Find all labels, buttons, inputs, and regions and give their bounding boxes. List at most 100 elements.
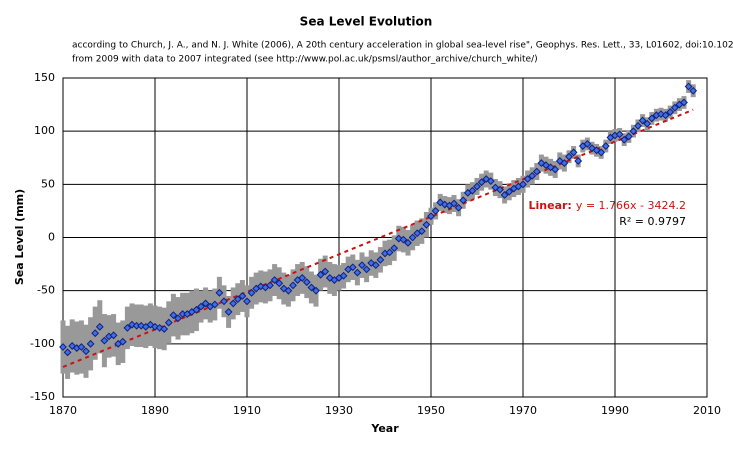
data-point — [574, 157, 583, 165]
x-tick-label: 1890 — [141, 404, 169, 417]
data-point — [689, 86, 698, 95]
x-tick-label: 1950 — [417, 404, 445, 417]
data-point — [670, 103, 679, 112]
data-point — [592, 146, 601, 155]
data-point — [59, 343, 67, 351]
data-point — [302, 278, 311, 287]
data-point — [233, 295, 242, 304]
x-tick-label: 1970 — [509, 404, 537, 417]
y-tick-label: -100 — [30, 337, 55, 350]
data-point — [164, 318, 173, 327]
data-point — [137, 321, 146, 330]
data-point — [440, 200, 449, 209]
data-point — [459, 196, 468, 205]
data-point — [408, 233, 417, 242]
data-point — [666, 108, 675, 116]
data-point — [680, 98, 688, 107]
data-point — [68, 342, 77, 350]
data-point — [109, 331, 118, 340]
data-point — [224, 308, 233, 316]
data-point — [417, 227, 426, 236]
y-tick-label: 50 — [41, 177, 55, 190]
data-point — [468, 186, 477, 195]
data-point — [100, 336, 109, 345]
data-point — [247, 288, 256, 297]
data-point — [450, 199, 458, 208]
data-point — [624, 132, 633, 141]
data-point — [243, 297, 251, 306]
data-point — [638, 116, 647, 125]
y-tick-label: -50 — [37, 284, 55, 297]
data-point — [661, 111, 670, 120]
data-point — [371, 261, 380, 270]
data-point — [151, 322, 159, 331]
data-point — [201, 299, 210, 308]
data-point — [634, 121, 642, 130]
data-point — [500, 191, 509, 199]
data-point — [684, 82, 693, 91]
data-point — [220, 297, 228, 306]
chart-title: Sea Level Evolution — [300, 15, 433, 29]
data-point — [399, 235, 408, 244]
data-point — [358, 261, 366, 270]
data-point — [477, 178, 486, 187]
data-point — [620, 135, 629, 144]
data-point — [270, 276, 279, 284]
data-point — [353, 268, 362, 277]
data-point — [316, 270, 325, 279]
data-point — [519, 180, 527, 189]
data-point — [505, 187, 514, 196]
data-point — [91, 329, 100, 338]
data-point — [560, 159, 569, 167]
data-point — [496, 185, 504, 194]
data-point — [643, 119, 652, 128]
data-point — [473, 182, 481, 191]
data-point — [528, 171, 537, 180]
data-point — [266, 281, 274, 290]
trend-label: Linear: — [529, 199, 572, 212]
data-point — [537, 159, 546, 167]
data-point — [404, 238, 412, 247]
y-tick-label: 0 — [48, 231, 55, 244]
data-point — [82, 347, 90, 356]
data-point — [601, 142, 610, 150]
data-point — [629, 127, 638, 136]
data-point — [174, 314, 182, 323]
data-point — [569, 148, 578, 157]
data-point — [454, 203, 463, 212]
x-tick-label: 1910 — [233, 404, 261, 417]
data-point — [210, 300, 219, 309]
data-point — [77, 343, 86, 351]
data-point — [197, 302, 205, 311]
data-point — [339, 271, 348, 280]
data-point — [63, 348, 72, 357]
data-point — [565, 152, 573, 161]
data-point — [348, 263, 357, 272]
x-tick-label: 1870 — [49, 404, 77, 417]
data-point — [307, 283, 316, 292]
y-tick-label: -150 — [30, 390, 55, 403]
y-axis-label: Sea Level (mm) — [13, 189, 26, 285]
data-point — [215, 288, 224, 297]
data-point — [431, 207, 440, 215]
x-tick-label: 1990 — [601, 404, 629, 417]
data-point — [284, 286, 293, 295]
x-axis-label: Year — [370, 422, 399, 435]
data-point — [427, 212, 435, 221]
data-point — [551, 165, 560, 174]
data-point — [390, 244, 399, 253]
data-point — [555, 157, 564, 165]
y-tick-label: 100 — [34, 124, 55, 137]
y-tick-label: 150 — [34, 71, 55, 84]
data-point — [532, 167, 541, 176]
x-tick-label: 1930 — [325, 404, 353, 417]
data-point — [289, 281, 297, 290]
data-point — [238, 292, 247, 300]
data-point — [95, 322, 104, 331]
data-point — [229, 299, 238, 308]
data-point — [597, 148, 606, 157]
trend-annotation: Linear: y = 1.766x - 3424.2 — [529, 199, 687, 212]
data-point — [160, 325, 169, 333]
data-point — [279, 284, 288, 293]
